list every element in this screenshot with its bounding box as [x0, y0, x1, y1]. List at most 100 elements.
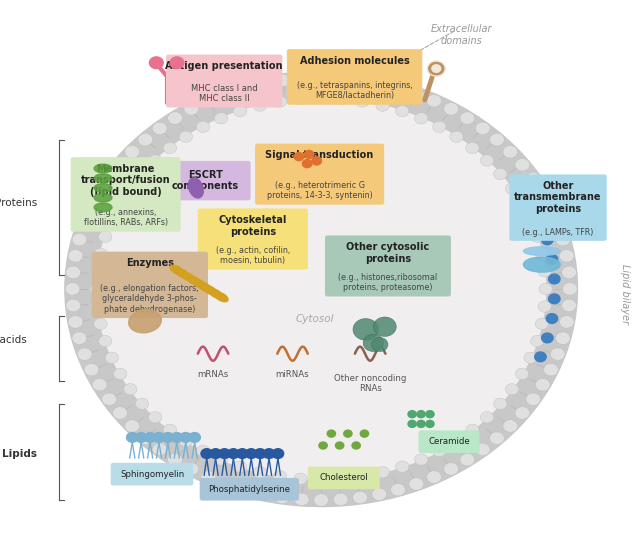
Circle shape [314, 71, 329, 84]
Circle shape [214, 454, 228, 465]
Circle shape [426, 420, 434, 428]
Ellipse shape [192, 279, 206, 288]
FancyBboxPatch shape [255, 144, 384, 205]
Circle shape [273, 470, 287, 482]
Ellipse shape [94, 164, 112, 173]
Circle shape [353, 491, 368, 504]
Circle shape [92, 187, 107, 199]
Circle shape [556, 332, 570, 345]
Circle shape [550, 218, 565, 230]
Circle shape [135, 398, 149, 409]
Circle shape [515, 368, 529, 380]
Circle shape [480, 155, 494, 166]
Circle shape [184, 463, 198, 475]
Text: (e.g., LAMPs, TFR): (e.g., LAMPs, TFR) [522, 227, 594, 237]
Circle shape [562, 299, 576, 312]
Circle shape [66, 282, 80, 295]
Circle shape [535, 352, 546, 362]
Text: (e.g., tetraspanins, integrins,
MFGE8/lactadherin): (e.g., tetraspanins, integrins, MFGE8/la… [297, 81, 412, 100]
Circle shape [391, 82, 405, 94]
Circle shape [179, 131, 193, 143]
Circle shape [125, 420, 139, 432]
Circle shape [466, 143, 479, 154]
Circle shape [417, 420, 425, 428]
Circle shape [305, 150, 314, 159]
FancyBboxPatch shape [509, 174, 607, 241]
Circle shape [149, 411, 162, 423]
FancyBboxPatch shape [200, 478, 299, 501]
Text: miRNAs: miRNAs [276, 370, 309, 379]
FancyBboxPatch shape [71, 157, 181, 232]
Circle shape [68, 249, 83, 262]
Circle shape [97, 98, 546, 480]
Circle shape [66, 299, 81, 312]
Circle shape [549, 274, 560, 284]
Circle shape [78, 348, 92, 360]
Circle shape [376, 100, 389, 111]
Circle shape [356, 96, 369, 107]
Circle shape [450, 435, 463, 447]
Circle shape [372, 77, 387, 90]
Circle shape [562, 266, 576, 279]
Circle shape [114, 198, 127, 210]
Ellipse shape [176, 269, 189, 278]
Circle shape [494, 168, 507, 180]
Circle shape [450, 131, 463, 143]
Circle shape [560, 249, 574, 262]
Circle shape [162, 433, 174, 442]
Circle shape [184, 103, 198, 115]
Text: Membrane
transport/fusion
(lipid bound): Membrane transport/fusion (lipid bound) [81, 164, 170, 197]
Ellipse shape [128, 310, 162, 333]
Circle shape [72, 233, 86, 246]
Circle shape [84, 202, 99, 214]
Circle shape [237, 483, 252, 496]
Circle shape [135, 168, 149, 180]
Circle shape [303, 160, 312, 167]
Circle shape [550, 348, 565, 360]
Circle shape [560, 316, 574, 328]
Ellipse shape [523, 257, 560, 272]
Text: mRNAs: mRNAs [197, 370, 229, 379]
Text: Phosphatidylserine: Phosphatidylserine [209, 485, 290, 494]
FancyBboxPatch shape [160, 161, 251, 200]
Circle shape [163, 143, 177, 154]
Circle shape [125, 146, 139, 158]
Circle shape [256, 488, 270, 501]
Ellipse shape [94, 193, 112, 202]
Circle shape [515, 407, 530, 419]
Ellipse shape [187, 275, 200, 285]
Circle shape [353, 74, 368, 86]
Circle shape [92, 379, 107, 391]
Circle shape [408, 420, 417, 428]
Circle shape [90, 283, 104, 294]
Circle shape [503, 420, 518, 432]
Circle shape [201, 471, 216, 483]
Circle shape [344, 430, 352, 437]
Circle shape [539, 283, 552, 294]
Circle shape [319, 442, 328, 449]
Circle shape [475, 122, 490, 134]
Circle shape [138, 133, 153, 146]
Circle shape [91, 266, 104, 277]
Circle shape [114, 368, 127, 380]
Circle shape [535, 248, 548, 260]
Circle shape [245, 449, 257, 458]
Circle shape [556, 233, 570, 246]
Text: Proteins: Proteins [0, 198, 37, 207]
Circle shape [275, 491, 289, 504]
Circle shape [426, 410, 434, 418]
Circle shape [102, 172, 116, 185]
FancyBboxPatch shape [325, 235, 451, 296]
Text: Other cytosolic
proteins: Other cytosolic proteins [347, 242, 429, 264]
Circle shape [312, 157, 322, 165]
Circle shape [353, 319, 378, 340]
FancyBboxPatch shape [308, 467, 380, 489]
Circle shape [563, 283, 577, 295]
Text: (e.g., actin, cofilin,
moesin, tubulin): (e.g., actin, cofilin, moesin, tubulin) [216, 246, 290, 265]
Circle shape [327, 430, 336, 437]
Circle shape [480, 411, 494, 423]
Circle shape [536, 379, 550, 391]
Circle shape [256, 77, 270, 90]
Circle shape [549, 294, 560, 303]
Text: Extracellular
domains: Extracellular domains [431, 24, 492, 46]
